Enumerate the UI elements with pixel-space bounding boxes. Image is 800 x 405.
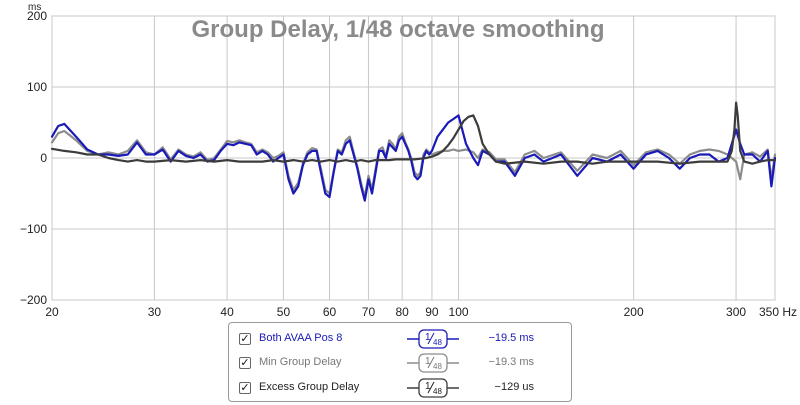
smoothing-num: 1 [425, 332, 431, 343]
x-tick-label: 70 [362, 305, 376, 319]
legend-row-excess-group-delay: ✓ Excess Group Delay 1 48 −129 us [239, 378, 569, 398]
smoothing-den: 48 [433, 387, 442, 396]
series-line-1 [50, 129, 777, 199]
smoothing-icon-excess-group-delay[interactable]: 1 48 [407, 378, 463, 398]
legend-label-both-avaa: Both AVAA Pos 8 [259, 332, 343, 344]
y-axis-label: ms [28, 2, 41, 13]
checkbox-min-group-delay[interactable]: ✓ [239, 357, 251, 369]
legend-label-excess-group-delay: Excess Group Delay [259, 381, 360, 393]
x-tick-label: 300 [726, 305, 746, 319]
y-tick-label: 200 [27, 9, 47, 23]
smoothing-num: 1 [425, 381, 431, 392]
x-tick-label: 80 [396, 305, 410, 319]
checkbox-both-avaa[interactable]: ✓ [239, 333, 251, 345]
smoothing-num: 1 [425, 356, 431, 367]
series-line-2 [50, 101, 777, 165]
legend-panel: ✓ Both AVAA Pos 8 1 48 −19.5 ms ✓ Min Gr… [228, 322, 572, 402]
x-tick-label: 30 [148, 305, 162, 319]
x-tick-label: 200 [624, 305, 644, 319]
legend-row-min-group-delay: ✓ Min Group Delay 1 48 −19.3 ms [239, 353, 569, 373]
chart-title: Group Delay, 1/48 octave smoothing [192, 16, 605, 43]
legend-value-excess-group-delay: −129 us [494, 381, 534, 393]
x-tick-label: 60 [323, 305, 337, 319]
y-tick-label: 0 [40, 151, 47, 165]
y-tick-label: −100 [20, 222, 47, 236]
x-tick-label: 20 [45, 305, 59, 319]
smoothing-icon-min-group-delay[interactable]: 1 48 [407, 353, 463, 373]
smoothing-den: 48 [433, 362, 442, 371]
legend-value-both-avaa: −19.5 ms [488, 332, 534, 344]
smoothing-den: 48 [433, 338, 442, 347]
legend-label-min-group-delay: Min Group Delay [259, 356, 342, 368]
x-tick-label: 40 [220, 305, 234, 319]
x-tick-label: 90 [425, 305, 439, 319]
legend-value-min-group-delay: −19.3 ms [488, 356, 534, 368]
x-tick-label: 100 [449, 305, 469, 319]
smoothing-icon-both-avaa[interactable]: 1 48 [407, 329, 463, 349]
x-tick-label: 350 Hz [759, 305, 797, 319]
y-tick-label: 100 [27, 80, 47, 94]
y-tick-label: −200 [20, 293, 47, 307]
legend-row-both-avaa: ✓ Both AVAA Pos 8 1 48 −19.5 ms [239, 329, 569, 349]
x-tick-label: 50 [277, 305, 291, 319]
checkbox-excess-group-delay[interactable]: ✓ [239, 382, 251, 394]
